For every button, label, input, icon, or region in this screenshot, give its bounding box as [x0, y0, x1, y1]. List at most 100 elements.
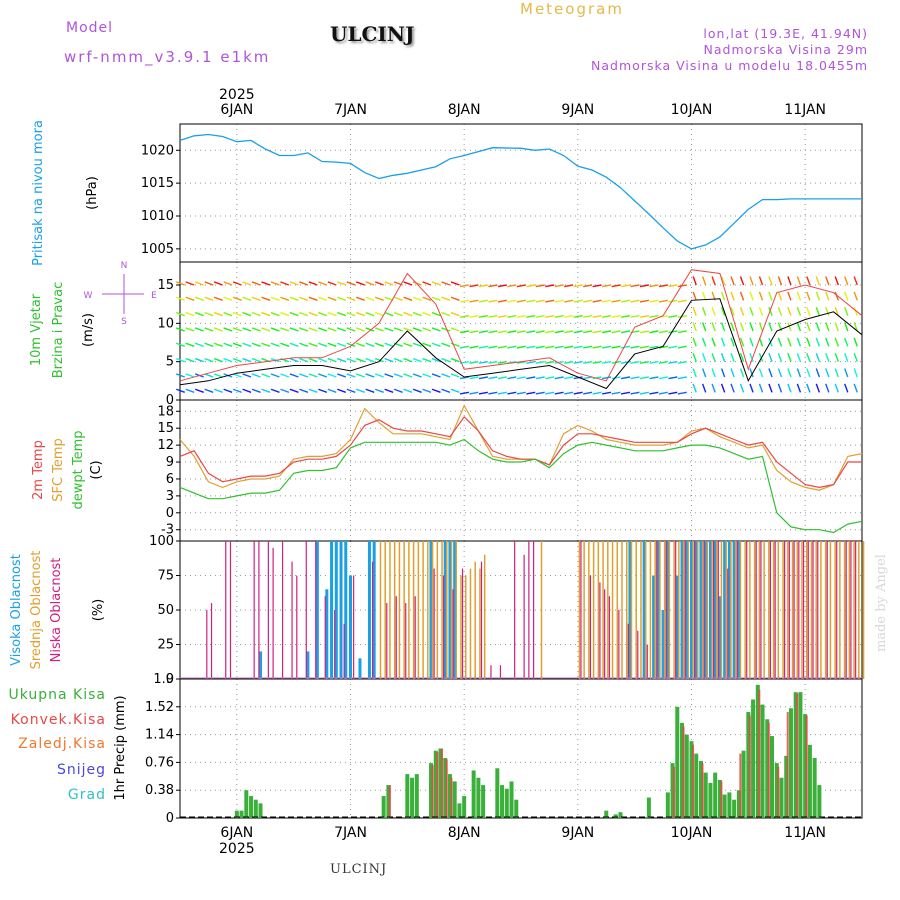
wind-arrow [658, 330, 668, 334]
wind-arrow [796, 322, 802, 332]
precip-total-bar [755, 684, 760, 818]
wind-arrow [441, 311, 451, 317]
precip-total-bar [732, 799, 737, 818]
cloud-bar [528, 541, 530, 679]
wind-arrow [583, 360, 593, 364]
wind-arrow [459, 299, 470, 303]
wind-arrow [374, 388, 384, 393]
wind-arrow [620, 284, 631, 288]
cloud-bar [325, 589, 329, 679]
cloud-bar [727, 541, 731, 679]
x-tick-label-bottom: 8JAN [448, 825, 481, 841]
cloud-bar [259, 651, 263, 679]
wind-arrow [602, 299, 612, 303]
wind-arrow [834, 352, 839, 362]
wind-arrow [213, 373, 223, 378]
x-tick-label-bottom: 9JAN [561, 825, 594, 841]
wind-arrow [346, 342, 356, 347]
cloud-bar [602, 541, 604, 679]
wind-arrow [422, 311, 432, 317]
wind-arrow [768, 276, 773, 286]
wind-arrow [450, 373, 460, 378]
y-tick-label: 1.14 [145, 728, 174, 743]
wind-arrow [749, 383, 754, 393]
cloud-bar [824, 541, 827, 679]
wind-arrow [232, 342, 242, 347]
wind-arrow [346, 373, 356, 378]
precip-total-bar [698, 760, 703, 818]
precip-total-bar [736, 790, 741, 818]
wind-arrow [630, 345, 640, 349]
wind-arrow [194, 281, 204, 286]
wind-arrow [844, 383, 849, 393]
wind-arrow [459, 314, 470, 318]
precip-total-bar [708, 782, 713, 818]
cloud-bar [422, 541, 424, 679]
precip-total-bar [438, 748, 443, 818]
wind-arrow [701, 368, 707, 378]
cloud-bar [801, 541, 803, 679]
precip-total-bar [680, 722, 685, 818]
wind-arrow [630, 391, 640, 395]
wind-arrow [815, 337, 821, 347]
wind-arrow [337, 342, 347, 347]
wind-arrow [758, 368, 764, 378]
cloud-bar [749, 541, 751, 679]
cloud-bar [480, 561, 483, 679]
wind-arrow [602, 391, 612, 395]
cloud-bar [807, 541, 809, 679]
cloud-bar [723, 541, 727, 679]
wind-arrow [677, 314, 687, 318]
panel-frame [179, 678, 863, 819]
temp2m-label: 2m Temp [31, 440, 46, 500]
cloud-bar [684, 541, 686, 679]
x-tick-label-top: 6JAN [220, 102, 253, 118]
wind-arrow [251, 311, 261, 317]
precip-total-bar [443, 758, 448, 818]
wind-arrow [825, 368, 830, 378]
wind-arrow [299, 281, 309, 286]
precip-total-bar [665, 792, 670, 818]
cloud-bar [611, 541, 614, 679]
wind-arrow [768, 322, 773, 332]
wind-arrow [825, 306, 830, 316]
precip-total-bar [504, 788, 509, 818]
wind-arrow [677, 330, 687, 334]
sfc-temp-line [179, 404, 863, 491]
cloud-bar [744, 541, 746, 679]
wind-arrow [497, 330, 507, 334]
wind-arrow [497, 314, 507, 318]
cloud-bar [229, 541, 232, 679]
wind-arrow [758, 383, 764, 393]
wind-arrow [488, 345, 498, 349]
cloud-bar [796, 541, 799, 679]
wind-arrow [592, 314, 602, 318]
wind-arrow [251, 327, 261, 332]
wind-arrow [422, 357, 432, 363]
cloud-bar [455, 541, 458, 679]
wind-arrow [270, 296, 280, 301]
cloud-bar [630, 541, 633, 679]
wind-arrow [374, 296, 384, 301]
cloud-bar [448, 541, 452, 679]
cloud-bar [654, 541, 656, 679]
wind-arrow [346, 357, 356, 363]
wind-arrow [545, 299, 555, 303]
wind-arrow [720, 383, 726, 393]
wind-arrow [346, 327, 356, 332]
wind-arrow [535, 314, 545, 318]
high-cloud-label: Visoka Oblacnost [9, 554, 24, 666]
cloud-bar [398, 541, 401, 679]
wind-arrow [384, 281, 394, 286]
pressure-title: Pritisak na nivou mora [31, 120, 46, 266]
wind-arrow [441, 388, 451, 393]
coords-label: lon,lat (19.3E, 41.94N) [703, 26, 868, 41]
wind-arrow [796, 352, 802, 362]
wind-arrow [834, 306, 839, 316]
cloud-bar [464, 575, 467, 679]
cloud-bar [675, 541, 677, 679]
cloud-bar [853, 541, 855, 679]
cloud-bar [692, 541, 694, 679]
wind-arrow [730, 306, 735, 316]
precip-conv-bar [436, 752, 439, 818]
